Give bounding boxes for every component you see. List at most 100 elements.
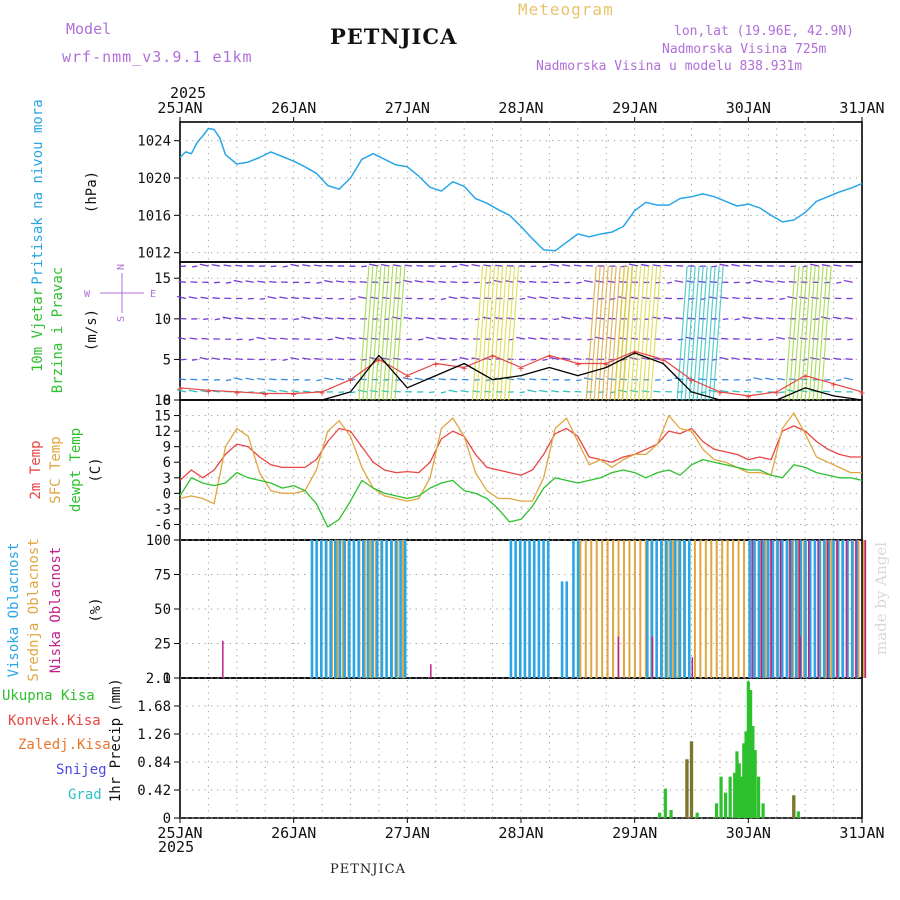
mid-cloud-bar	[595, 540, 598, 678]
wind-barb-burst	[812, 265, 824, 401]
wind-barb	[267, 389, 277, 393]
high-cloud-bar	[389, 540, 393, 678]
high-cloud-bar	[780, 540, 784, 678]
high-cloud-bar	[334, 540, 337, 678]
wind-barb	[438, 378, 446, 381]
precip-total-bar	[751, 726, 755, 818]
wind-barb	[225, 379, 232, 382]
wind-barb	[542, 265, 548, 268]
ylabel-precip: 1hr Precip	[108, 718, 124, 802]
high-cloud-bar	[664, 540, 668, 678]
low-cloud-bar	[798, 540, 801, 678]
wind-barb	[280, 337, 288, 340]
wind-barb	[731, 357, 740, 361]
wind-barb	[519, 297, 526, 300]
wind-barb	[302, 357, 311, 361]
high-cloud-bar	[846, 540, 849, 678]
high-cloud-bar	[850, 540, 854, 678]
precip-total-bar	[735, 751, 739, 818]
wind-barb	[448, 389, 458, 393]
wind-barb	[628, 263, 639, 267]
mid-cloud-bar	[639, 540, 642, 678]
wind-barb	[302, 297, 311, 300]
wind-barb	[392, 264, 401, 267]
wind-barb	[268, 337, 277, 340]
wind-barb-burst	[626, 265, 638, 401]
wind-barb-burst	[630, 265, 642, 401]
compass-east: E	[150, 289, 156, 300]
wind-barb	[787, 389, 797, 393]
wind-speed-marker: +	[575, 359, 581, 370]
wind-barb-burst	[597, 265, 609, 401]
precip-total-bar	[744, 731, 748, 818]
wind-barb	[214, 318, 221, 321]
wind-barb	[587, 338, 593, 341]
low-cloud-bar	[855, 540, 857, 678]
wind-barb	[324, 317, 333, 320]
x-tick-top: 30JAN	[726, 99, 771, 117]
high-cloud-bar	[532, 540, 536, 678]
wind-barb	[211, 357, 221, 361]
wind-barb	[742, 316, 752, 320]
high-cloud-bar	[855, 540, 859, 678]
wind-barb	[653, 390, 661, 393]
wind-barb	[542, 358, 548, 361]
wind-barb	[664, 264, 672, 267]
high-cloud-bar	[752, 540, 756, 678]
wind-barb-burst	[816, 265, 828, 401]
wind-barb	[719, 263, 729, 267]
wind-barb-burst	[585, 265, 597, 401]
wind-speed-marker: +	[603, 359, 609, 370]
precip-total-bar	[669, 810, 673, 818]
high-cloud-bar	[310, 540, 314, 678]
wind-barb-burst	[386, 265, 398, 401]
high-cloud-bar	[762, 540, 765, 678]
wind-barb	[414, 377, 424, 381]
wind-barb	[561, 264, 571, 267]
mid-cloud-bar	[341, 540, 344, 678]
wind-barb	[459, 263, 469, 267]
high-cloud-bar	[576, 540, 580, 678]
wind-barb	[245, 280, 254, 283]
wind-barb-burst	[634, 265, 646, 401]
wind-barb-burst	[593, 265, 605, 401]
ylabel-low-cloud: Niska Oblacnost	[48, 547, 64, 673]
low-cloud-bar	[807, 540, 810, 678]
wind-barb	[316, 281, 322, 284]
year-label-top: 2025	[170, 84, 207, 102]
temp-sfc-line	[179, 412, 862, 505]
wind-barb	[754, 264, 763, 267]
mid-cloud-bar	[792, 540, 795, 678]
wind-barb	[459, 356, 469, 361]
precip-total-bar	[753, 750, 757, 818]
footer-station: PETNJICA	[330, 862, 406, 877]
wind-barb	[178, 280, 187, 283]
mid-cloud-bar	[693, 540, 696, 678]
temp-dewpt-line	[179, 458, 863, 528]
low-cloud-bar	[826, 540, 829, 678]
wind-barb	[787, 295, 797, 300]
wind-barb-burst	[618, 265, 630, 401]
wind-barb	[235, 264, 243, 267]
wind-barb	[233, 377, 243, 381]
wind-barb	[327, 338, 333, 341]
wind-barb	[270, 265, 277, 268]
unit-pressure: (hPa)	[84, 171, 100, 213]
wind-barb	[361, 265, 367, 268]
precip-convective-bar	[689, 741, 694, 818]
wind-barb	[440, 391, 447, 394]
low-cloud-bar	[751, 540, 753, 678]
compass-south: S	[116, 316, 127, 322]
wind-barb	[301, 316, 311, 320]
high-cloud-bar	[514, 540, 517, 678]
wind-barb	[269, 280, 277, 283]
wind-barb	[720, 389, 729, 393]
mid-cloud-bar	[579, 540, 582, 678]
wind-barb-burst	[784, 265, 796, 401]
y-tick-label: 1020	[137, 171, 171, 187]
x-tick-bottom: 25JAN	[157, 824, 202, 842]
wind-barb	[833, 264, 842, 267]
precip-total-bar	[733, 772, 737, 818]
y-tick-label: 1.26	[137, 727, 171, 743]
wind-barb	[223, 357, 232, 361]
